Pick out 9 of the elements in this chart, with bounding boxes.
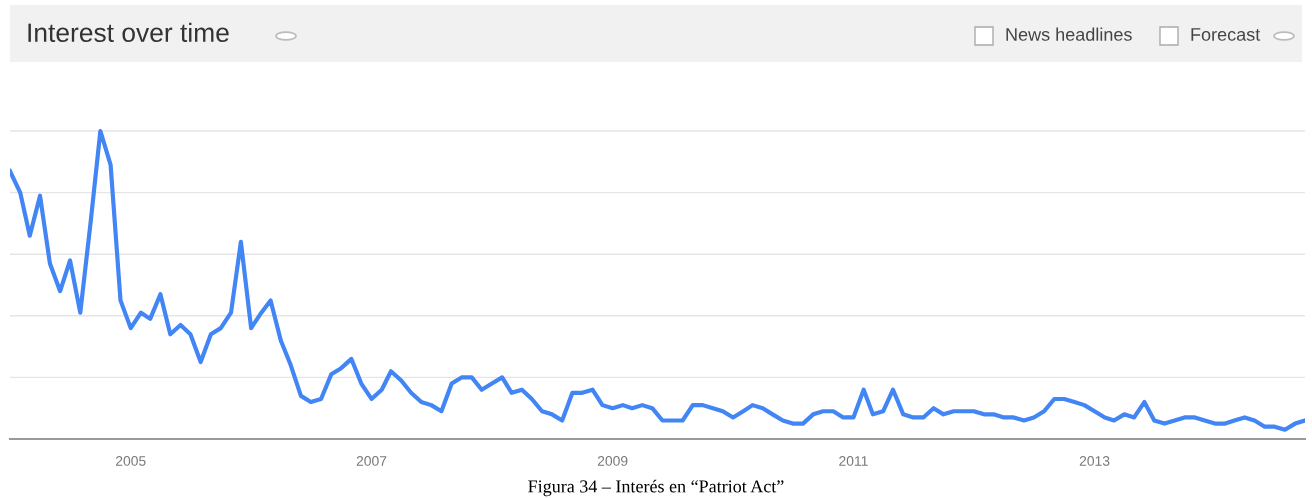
text: News headlines	[1006, 27, 1132, 41]
text: Forecast	[1191, 28, 1261, 41]
chart-title: Interest over time	[28, 22, 229, 43]
x-tick-label: 2009	[597, 456, 628, 466]
x-tick-label: 2011	[839, 456, 868, 466]
x-tick-label: 2013	[1079, 456, 1110, 466]
x-tick-label: 2005	[115, 456, 146, 466]
x-tick-label: 2007	[356, 456, 387, 466]
text: Figura 34 – Interés en “Patriot Act”	[528, 479, 784, 497]
